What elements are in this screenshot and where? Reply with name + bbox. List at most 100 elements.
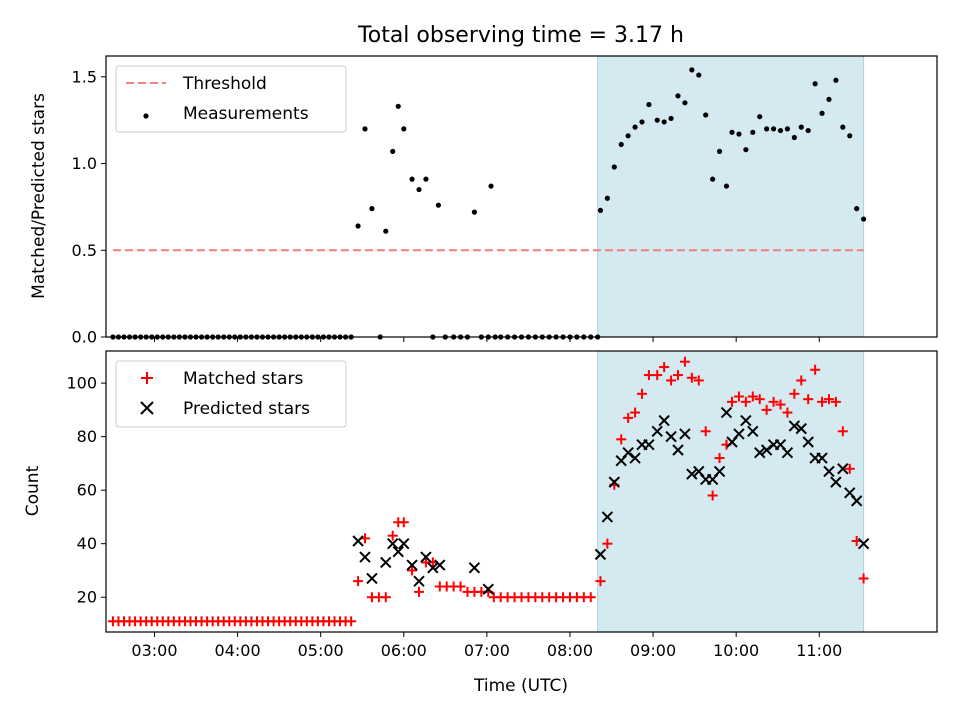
predicted-star-marker xyxy=(380,556,392,569)
predicted-star-marker xyxy=(816,452,828,464)
x-tick-label: 03:00 xyxy=(131,641,177,660)
measurement-point xyxy=(689,67,695,73)
measurement-point xyxy=(791,134,797,141)
marker-d2-stroke xyxy=(482,583,494,595)
matched-star-marker xyxy=(796,375,807,386)
measurement-point xyxy=(362,126,368,132)
marker-d2-stroke xyxy=(760,444,773,456)
matched-star-marker xyxy=(387,530,398,541)
measurement-point xyxy=(805,127,811,134)
y-tick-label: 1.0 xyxy=(72,154,97,173)
x-tick-label: 11:00 xyxy=(796,641,842,660)
predicted-star-marker xyxy=(665,430,677,443)
x-axis-label: Time (UTC) xyxy=(473,676,568,696)
matched-star-marker xyxy=(810,364,821,375)
measurement-point xyxy=(764,126,770,132)
marker-d2-stroke xyxy=(380,556,392,569)
legend: Threshold Measurements xyxy=(115,65,347,133)
matched-star-marker xyxy=(844,463,855,474)
predicted-star-marker xyxy=(359,551,371,563)
measurement-point xyxy=(710,176,716,182)
measurement-point xyxy=(383,228,389,234)
marker-d2-stroke xyxy=(392,546,404,558)
predicted-star-marker xyxy=(406,559,418,571)
marker-d2-stroke xyxy=(366,572,378,585)
marker-d2-stroke xyxy=(386,537,399,550)
predicted-star-marker xyxy=(679,428,691,440)
predicted-star-marker xyxy=(823,465,835,478)
matched-star-marker xyxy=(585,592,596,603)
measurement-point xyxy=(847,133,853,139)
predicted-star-marker xyxy=(398,537,410,550)
predicted-star-marker xyxy=(392,546,404,558)
predicted-star-marker xyxy=(468,562,481,574)
predicted-star-marker xyxy=(795,422,807,435)
predicted-star-marker xyxy=(672,444,684,456)
y-tick-label: 80 xyxy=(77,427,97,446)
matched-star-marker xyxy=(666,375,677,386)
marker-d2-stroke xyxy=(651,425,663,437)
y-tick-label: 40 xyxy=(77,534,97,553)
predicted-star-marker xyxy=(837,463,849,475)
predicted-star-marker xyxy=(434,559,446,571)
legend-x-d2 xyxy=(140,401,154,415)
marker-d2-stroke xyxy=(781,446,794,459)
marker-d2-stroke xyxy=(420,551,432,563)
measurement-point xyxy=(812,81,818,87)
measurement-point xyxy=(401,126,407,132)
measurement-point xyxy=(416,186,422,193)
matched-star-marker xyxy=(616,434,627,445)
predicted-star-marker xyxy=(850,495,863,507)
matched-star-marker xyxy=(398,517,409,528)
legend-entry-label: Threshold xyxy=(182,74,267,94)
measurement-point xyxy=(675,93,681,99)
matched-star-marker xyxy=(652,370,663,381)
marker-d2-stroke xyxy=(398,537,410,550)
matched-star-marker xyxy=(693,375,704,386)
matched-star-marker xyxy=(636,388,647,399)
matched-star-marker xyxy=(803,394,814,405)
matched-star-marker xyxy=(775,399,786,410)
matched-star-marker xyxy=(754,394,765,405)
matched-star-marker xyxy=(823,394,834,405)
bottom-panel: 20 40 60 80 100 03:00 04:00 05:00 06:00 07:00 08:0… xyxy=(66,350,938,660)
measurement-point xyxy=(833,77,839,83)
y-tick-label: 100 xyxy=(66,374,97,393)
measurement-point xyxy=(471,209,478,215)
marker-d2-stroke xyxy=(629,452,641,464)
measurement-point xyxy=(646,101,652,108)
matched-star-marker xyxy=(727,396,738,407)
y-tick-label: 60 xyxy=(77,481,97,500)
measurement-point xyxy=(854,206,860,212)
matched-star-marker xyxy=(837,426,848,437)
measurement-point xyxy=(390,148,396,155)
marker-d2-stroke xyxy=(608,476,621,488)
legend-box xyxy=(115,65,347,133)
marker-d2-stroke xyxy=(713,465,726,478)
marker-d2-stroke xyxy=(413,575,425,587)
marker-d2-stroke xyxy=(850,495,863,507)
predicted-star-marker xyxy=(733,428,745,440)
marker-d2-stroke xyxy=(795,422,807,435)
predicted-star-marker xyxy=(420,551,432,563)
matched-star-marker xyxy=(659,362,670,373)
predicted-star-marker xyxy=(622,446,634,459)
matched-star-marker xyxy=(380,592,391,603)
matched-star-marker xyxy=(858,573,869,584)
measurement-point xyxy=(743,147,749,153)
measurement-point xyxy=(409,176,415,182)
predicted-star-marker xyxy=(651,425,663,437)
predicted-star-marker xyxy=(713,465,726,478)
marker-d2-stroke xyxy=(747,425,759,437)
measurement-point xyxy=(625,133,631,139)
measurement-point xyxy=(784,126,791,132)
predicted-star-marker xyxy=(352,535,364,547)
matched-star-marker xyxy=(714,453,725,464)
matched-star-marker xyxy=(346,616,357,627)
marker-d2-stroke xyxy=(720,406,733,419)
marker-d2-stroke xyxy=(693,465,705,478)
marker-d2-stroke xyxy=(733,428,745,440)
measurement-point xyxy=(750,129,756,135)
measurement-point xyxy=(423,176,429,182)
